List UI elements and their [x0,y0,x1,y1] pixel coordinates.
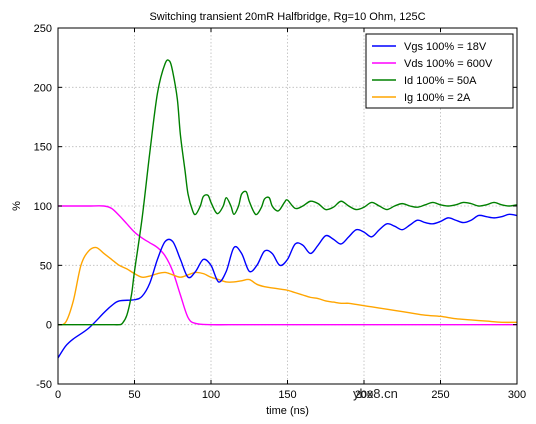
legend-label-id: Id 100% = 50A [404,75,477,87]
y-tick-label: 250 [34,23,52,35]
x-tick-label: 200 [355,389,373,401]
series-layer [58,59,517,359]
x-tick-label: 100 [202,389,220,401]
x-tick-label: 250 [431,389,449,401]
x-tick-label: 0 [55,389,61,401]
y-tick-label: 150 [34,142,52,154]
y-tick-label: 200 [34,82,52,94]
y-tick-label: 100 [34,201,52,213]
y-axis-title: % [11,201,23,211]
x-tick-label: 300 [508,389,526,401]
x-tick-label: 50 [128,389,140,401]
y-tick-label: -50 [36,379,52,391]
x-tick-label: 150 [278,389,296,401]
series-line-vgs [58,213,517,359]
chart-title: Switching transient 20mR Halfbridge, Rg=… [149,11,425,23]
y-tick-label: 0 [46,320,52,332]
legend: Vgs 100% = 18V Vds 100% = 600V Id 100% = 5… [365,33,514,109]
watermark-text: ybx8.cn [353,386,398,401]
y-tick-label: 50 [40,260,52,272]
series-line-vds [58,205,517,326]
legend-label-vds: Vds 100% = 600V [404,58,493,70]
x-axis-title: time (ns) [266,405,309,417]
series-line-ig [58,246,517,326]
legend-label-vgs: Vgs 100% = 18V [404,41,487,53]
legend-label-ig: Ig 100% = 2A [404,92,471,104]
series-line-id [58,59,517,326]
